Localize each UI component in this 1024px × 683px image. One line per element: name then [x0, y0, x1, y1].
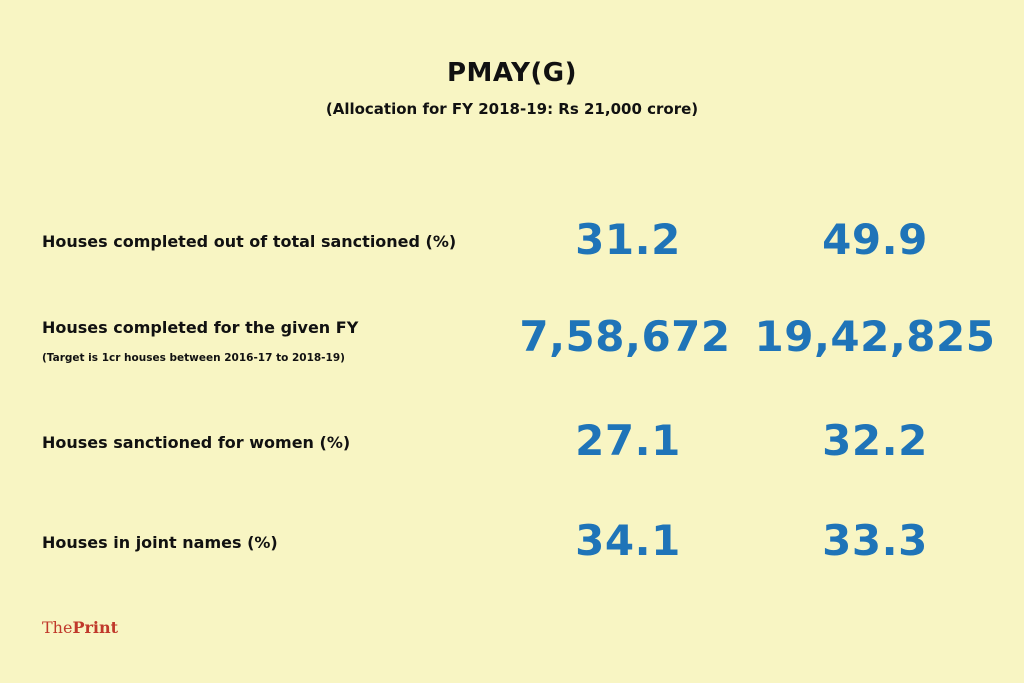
row-value-col2: 19,42,825: [754, 312, 996, 361]
page-title: PMAY(G): [447, 58, 577, 88]
logo-name: Print: [72, 618, 119, 637]
logo-prefix: The: [42, 618, 73, 637]
row-label-houses-women: Houses sanctioned for women (%): [42, 433, 351, 452]
row-value-col2: 33.3: [822, 516, 928, 565]
row-value-col1: 7,58,672: [519, 312, 731, 361]
row-value-col2: 49.9: [822, 215, 928, 264]
row-value-col2: 32.2: [822, 416, 928, 465]
row-value-col1: 34.1: [575, 516, 681, 565]
row-label-houses-completed-pct: Houses completed out of total sanctioned…: [42, 232, 457, 251]
row-label-houses-completed-fy: Houses completed for the given FY: [42, 318, 359, 337]
row-note-target: (Target is 1cr houses between 2016-17 to…: [42, 352, 345, 364]
row-value-col1: 31.2: [575, 215, 681, 264]
row-value-col1: 27.1: [575, 416, 681, 465]
theprint-logo: ThePrint: [42, 618, 118, 637]
page-subtitle: (Allocation for FY 2018-19: Rs 21,000 cr…: [325, 100, 699, 118]
row-label-joint-names: Houses in joint names (%): [42, 533, 278, 552]
